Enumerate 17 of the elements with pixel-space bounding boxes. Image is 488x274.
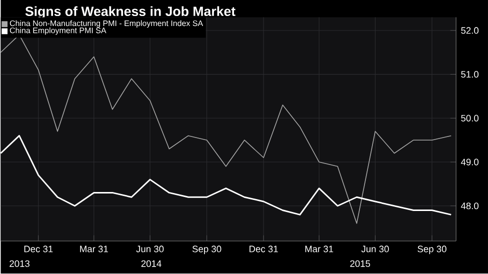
x-tick-label: Mar 31 [80, 246, 108, 252]
chart-title: Signs of Weakness in Job Market [25, 6, 236, 19]
text: 2014 [141, 260, 162, 268]
x-tick-label: Dec 31 [24, 246, 53, 252]
text: 2015 [350, 260, 370, 268]
x-tick-label: Mar 31 [305, 246, 334, 252]
x-tick-label: Jun 30 [361, 246, 389, 252]
text: 2013 [10, 260, 30, 268]
x-tick-label: Sep 30 [192, 246, 222, 254]
x-tick-label: Dec 31 [250, 246, 278, 252]
y-tick-label: 49.0 [460, 158, 479, 166]
x-tick-label: Jun 30 [136, 246, 164, 252]
y-tick-label: 50.0 [461, 115, 479, 122]
x-tick-label: Sep 30 [418, 246, 446, 254]
y-tick-label: 52.0 [461, 27, 479, 34]
y-tick-label: 48.0 [460, 202, 479, 210]
y-tick-label: 51.0 [461, 71, 479, 78]
